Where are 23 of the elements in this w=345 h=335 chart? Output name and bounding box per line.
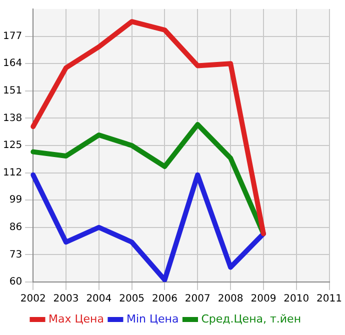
- x-tick-label: 2003: [53, 294, 79, 305]
- y-tick-label: 99: [9, 194, 22, 206]
- x-tick-label: 2007: [184, 294, 210, 305]
- x-tick-label: 2008: [218, 294, 244, 305]
- x-tick-label: 2002: [20, 294, 46, 305]
- y-tick-label: 60: [9, 276, 22, 288]
- legend-label: Сред.Цена, т.йен: [201, 312, 302, 326]
- y-tick-label: 112: [2, 167, 22, 178]
- y-tick-label: 86: [9, 222, 22, 233]
- x-tick-label: 2009: [250, 294, 276, 305]
- x-tick-label: 2005: [119, 294, 145, 305]
- y-tick-label: 164: [2, 58, 22, 70]
- x-tick-label: 2006: [152, 294, 178, 305]
- y-tick-label: 177: [2, 30, 22, 42]
- y-tick-label: 138: [2, 112, 22, 124]
- y-tick-label: 125: [2, 140, 22, 152]
- legend-label: Max Цена: [48, 312, 104, 326]
- x-tick-label: 2011: [316, 294, 342, 305]
- legend-label: Min Цена: [126, 312, 179, 326]
- x-tick-label: 2004: [86, 294, 112, 305]
- x-tick-label: 2010: [284, 294, 310, 305]
- y-tick-label: 73: [9, 249, 22, 260]
- y-tick-label: 151: [2, 85, 22, 96]
